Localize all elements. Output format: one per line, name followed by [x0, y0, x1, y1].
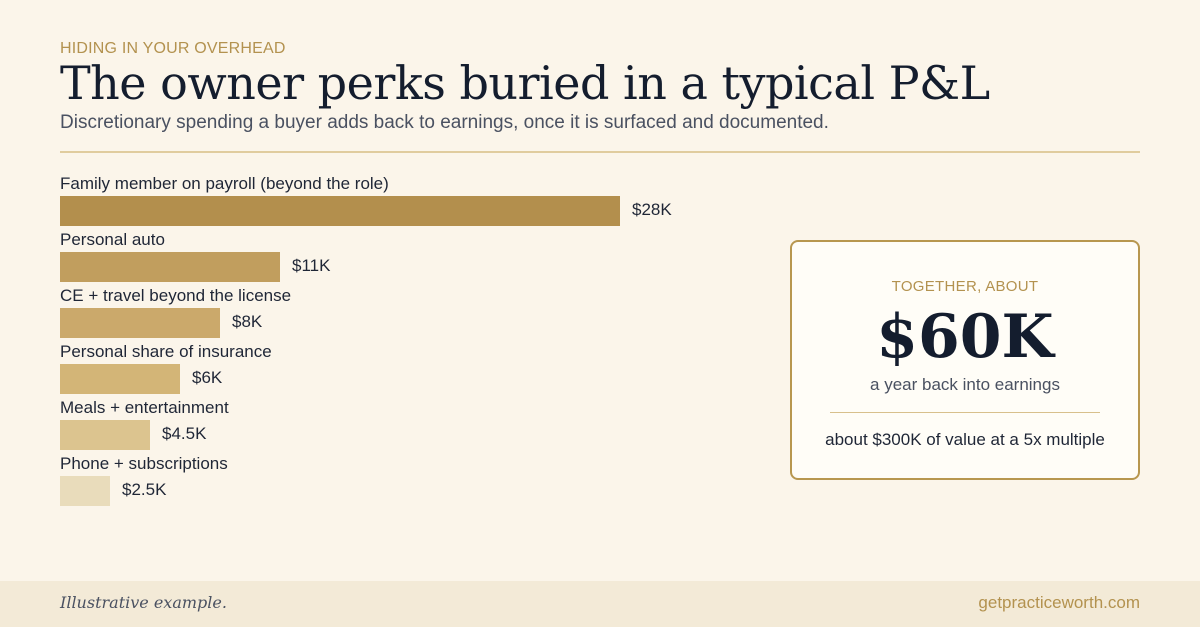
bar	[60, 252, 280, 282]
footnote: Illustrative example.	[60, 593, 227, 612]
bar-row: Phone + subscriptions $2.5K	[60, 450, 760, 506]
bar	[60, 476, 110, 506]
bar-value-label: $8K	[232, 312, 263, 331]
bar-category-label: CE + travel beyond the license	[60, 286, 292, 305]
bar-category-label: Phone + subscriptions	[60, 454, 228, 473]
bar	[60, 364, 180, 394]
bar-category-label: Personal share of insurance	[60, 342, 272, 361]
bar-value-label: $4.5K	[162, 424, 207, 443]
bar-category-label: Family member on payroll (beyond the rol…	[60, 174, 389, 193]
bar	[60, 308, 220, 338]
callout-total-value: $60K	[876, 302, 1054, 372]
bar-category-label: Personal auto	[60, 230, 165, 249]
footer: Illustrative example. getpracticeworth.c…	[0, 581, 1200, 627]
bar-row: Personal share of insurance $6K	[60, 338, 760, 394]
callout-divider	[830, 412, 1100, 413]
total-callout-card: TOGETHER, ABOUT $60K a year back into ea…	[790, 240, 1140, 480]
bar-value-label: $6K	[192, 368, 223, 387]
bar-value-label: $11K	[292, 256, 331, 275]
callout-note: about $300K of value at a 5x multiple	[825, 430, 1105, 449]
page-title: The owner perks buried in a typical P&L	[60, 56, 990, 110]
bar	[60, 196, 620, 226]
bar-value-label: $2.5K	[122, 480, 167, 499]
eyebrow: HIDING IN YOUR OVERHEAD	[60, 40, 286, 57]
header-divider	[60, 151, 1140, 153]
page-subtitle: Discretionary spending a buyer adds back…	[60, 112, 829, 133]
bar-row: Personal auto $11K	[60, 226, 760, 282]
callout-eyebrow: TOGETHER, ABOUT	[891, 278, 1039, 295]
bar-row: Family member on payroll (beyond the rol…	[60, 170, 760, 226]
callout-subtitle: a year back into earnings	[870, 375, 1060, 394]
bar-row: CE + travel beyond the license $8K	[60, 282, 760, 338]
bar-row: Meals + entertainment $4.5K	[60, 394, 760, 450]
perks-bar-chart: Family member on payroll (beyond the rol…	[60, 170, 760, 515]
bar-category-label: Meals + entertainment	[60, 398, 229, 417]
site-link[interactable]: getpracticeworth.com	[978, 593, 1140, 612]
bar	[60, 420, 150, 450]
bar-value-label: $28K	[632, 200, 672, 219]
